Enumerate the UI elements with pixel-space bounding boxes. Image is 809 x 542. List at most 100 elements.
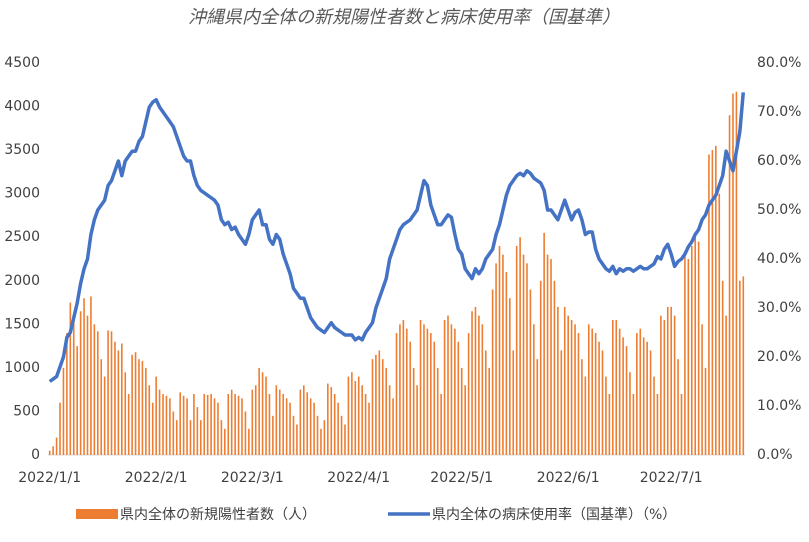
bar (327, 383, 329, 455)
y-tick-label: 2500 (4, 229, 40, 245)
bar (76, 346, 78, 455)
bar (52, 446, 54, 455)
bar (732, 93, 734, 455)
y-tick-label: 3000 (4, 186, 40, 202)
bar (206, 394, 209, 455)
bar (663, 319, 666, 455)
bar (642, 337, 645, 455)
bar (560, 350, 563, 455)
bar (134, 352, 137, 455)
bar (454, 328, 456, 455)
bar (230, 389, 233, 455)
bar (83, 298, 85, 455)
bar (460, 367, 463, 455)
bar (412, 367, 415, 455)
bar (244, 411, 247, 455)
x-tick-label: 2022/1/1 (18, 470, 81, 486)
bar (481, 324, 484, 455)
bar (224, 428, 226, 455)
bar (323, 420, 326, 455)
bar (237, 395, 240, 455)
bar (409, 341, 412, 455)
bar (127, 394, 130, 455)
bar (474, 306, 477, 455)
bar (443, 319, 446, 455)
bar (430, 333, 432, 455)
bar (670, 306, 672, 455)
bar (467, 333, 470, 455)
bar (605, 376, 607, 455)
bar (93, 324, 96, 455)
bar (258, 367, 260, 455)
bar (509, 298, 511, 455)
bar (217, 402, 219, 455)
bar (316, 415, 319, 455)
x-tick-label: 2022/5/1 (430, 470, 493, 486)
bar (742, 276, 745, 455)
bar (175, 420, 178, 455)
bar (162, 394, 164, 455)
bar (574, 324, 576, 455)
bar (55, 437, 58, 455)
bar (131, 354, 133, 455)
bar (519, 237, 521, 455)
bar (423, 324, 425, 455)
bar (498, 245, 501, 455)
bar (107, 330, 109, 455)
bar (86, 315, 89, 455)
bar (526, 263, 528, 455)
y2-tick-label: 70.0% (757, 104, 801, 120)
bar (721, 280, 724, 455)
bar (165, 395, 168, 455)
bar (697, 241, 700, 455)
bar (457, 341, 460, 455)
bar (296, 424, 298, 455)
bar (117, 350, 120, 455)
bar (543, 232, 545, 455)
bar (148, 385, 151, 455)
bar (351, 372, 353, 455)
y2-tick-label: 50.0% (757, 202, 801, 218)
bar (677, 359, 679, 455)
bar (155, 376, 157, 455)
bar (347, 376, 350, 455)
bar (488, 367, 491, 455)
bar (378, 350, 381, 455)
bar (622, 337, 624, 455)
bar (210, 394, 212, 455)
bar (254, 385, 257, 455)
y2-tick-label: 30.0% (757, 300, 801, 316)
bar (48, 450, 51, 455)
bar (248, 428, 250, 455)
bar (169, 398, 171, 455)
bar (440, 394, 442, 455)
bar (388, 385, 391, 455)
bar (419, 319, 422, 455)
bar (309, 398, 312, 455)
bar (450, 324, 453, 455)
bar (385, 367, 387, 455)
bar (59, 402, 61, 455)
bar (587, 324, 590, 455)
y-tick-label: 3500 (4, 142, 40, 158)
x-tick-label: 2022/3/1 (221, 470, 284, 486)
bar (464, 385, 466, 455)
bar (320, 428, 322, 455)
bar (704, 367, 707, 455)
bar (203, 394, 206, 455)
bar (330, 387, 333, 455)
bar (649, 350, 652, 455)
bar (141, 360, 144, 455)
y2-tick-label: 60.0% (757, 153, 801, 169)
bar (639, 328, 642, 455)
bar (79, 311, 82, 455)
bar (62, 367, 65, 455)
chart-title: 沖縄県内全体の新規陽性者数と病床使用率（国基準） (188, 7, 620, 28)
legend-swatch (76, 509, 118, 519)
bar (546, 254, 549, 455)
bar (512, 350, 515, 455)
bar (629, 372, 631, 455)
bar (158, 389, 161, 455)
y2-tick-label: 20.0% (757, 349, 801, 365)
x-tick-label: 2022/6/1 (537, 470, 600, 486)
